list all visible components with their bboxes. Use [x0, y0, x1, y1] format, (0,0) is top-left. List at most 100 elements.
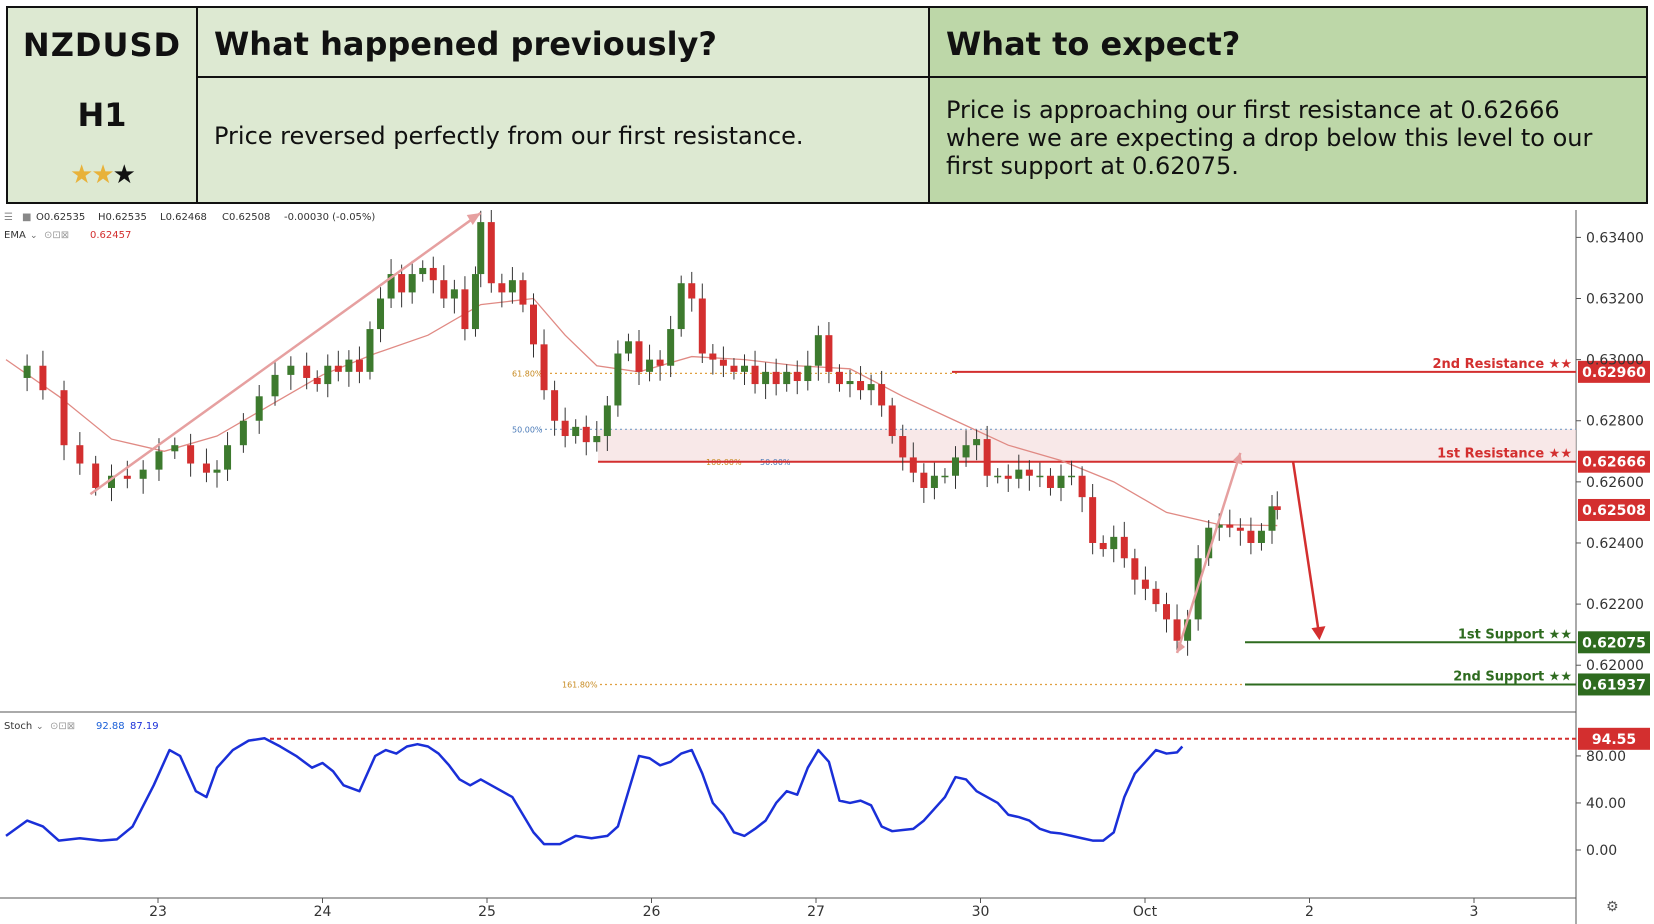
- candle-body: [108, 475, 115, 488]
- candle-body: [123, 475, 131, 479]
- expect-text: Price is approaching our first resistanc…: [946, 96, 1593, 180]
- rating-stars: ★★★: [8, 160, 196, 190]
- candle-body: [751, 365, 759, 385]
- candle-body: [719, 359, 727, 366]
- candle-body: [1099, 542, 1107, 550]
- candle-body: [519, 280, 527, 305]
- candle-body: [498, 283, 506, 293]
- expect-body-cell: Price is approaching our first resistanc…: [930, 78, 1646, 202]
- candle-body: [355, 359, 363, 372]
- price-axis: 0.63400 0.63200 0.63000 0.62800 0.62600 0.624…: [1576, 230, 1644, 674]
- fib-zone: [598, 429, 1576, 462]
- symbol-label: NZDUSD: [22, 26, 182, 64]
- candle-body: [1025, 469, 1033, 476]
- x-tick-label: Oct: [1133, 904, 1158, 920]
- stoch-label[interactable]: Stoch: [4, 721, 32, 732]
- ema-value: 0.62457: [90, 230, 131, 241]
- candle-body: [39, 365, 47, 391]
- candle-body: [440, 280, 448, 299]
- candle-body: [1173, 619, 1181, 641]
- x-tick-label: 23: [149, 904, 167, 920]
- ema-label[interactable]: EMA: [4, 230, 26, 241]
- level-price-badge: [1578, 360, 1650, 383]
- candle-body: [1247, 530, 1255, 543]
- retrace-arrowhead-top: [1232, 452, 1243, 465]
- level-price-label: 0.61937: [1582, 677, 1646, 693]
- candle-body: [741, 365, 748, 372]
- stoch-tick-label: 0.00: [1586, 843, 1617, 859]
- retrace-arrowhead: [1177, 640, 1186, 653]
- candle-body: [187, 445, 195, 464]
- candle-body: [171, 445, 179, 452]
- projection-arrows: [89, 211, 1326, 654]
- expect-title: What to expect?: [946, 25, 1241, 63]
- y-tick-label: 0.63400: [1586, 230, 1644, 246]
- pair-cell: NZDUSD H1 ★★★: [8, 8, 198, 202]
- x-tick-label: 30: [972, 904, 990, 920]
- level-price-label: 0.62666: [1582, 455, 1646, 471]
- candle-body: [487, 222, 495, 284]
- x-tick-label: 26: [643, 904, 661, 920]
- candle-body: [624, 341, 632, 354]
- candle-body: [846, 381, 854, 385]
- y-tick-label: 0.62200: [1586, 597, 1644, 613]
- previous-title: What happened previously?: [214, 25, 717, 63]
- y-tick-label: 0.62400: [1586, 536, 1644, 552]
- price-chart[interactable]: 61.80%50.00%100.00%50.00%161.80% 2nd Res…: [0, 210, 1654, 924]
- x-tick-label: 2: [1305, 904, 1314, 920]
- candle-body: [783, 371, 791, 385]
- candle-body: [730, 365, 738, 372]
- current-price-badge: [1578, 498, 1650, 521]
- candle-body: [408, 274, 416, 293]
- ema-polyline: [5, 297, 1278, 527]
- uptrend-arrow: [89, 211, 482, 496]
- candle-body: [867, 384, 875, 391]
- legend-controls-icon[interactable]: ⊙⊡⊠: [44, 230, 69, 241]
- candle-body: [303, 365, 311, 378]
- candle-body: [1131, 558, 1139, 580]
- candle-body: [930, 475, 938, 488]
- candle-body: [1015, 469, 1023, 479]
- candle-body: [878, 384, 886, 406]
- stoch-level-badge: [1578, 727, 1650, 750]
- candle-body: [377, 298, 385, 330]
- candle-body: [1078, 475, 1086, 498]
- candle-body: [255, 396, 263, 421]
- stochastic-pane: 80.00 40.00 0.00 94.55: [5, 727, 1650, 859]
- legend-chevron-icon[interactable]: ⌄: [30, 231, 38, 241]
- candle-body: [1257, 530, 1265, 543]
- gear-icon[interactable]: ⚙: [1606, 899, 1619, 915]
- previous-text: Price reversed perfectly from our first …: [214, 122, 804, 150]
- candle-body: [1089, 497, 1097, 543]
- candle-body: [941, 475, 949, 478]
- candle-body: [656, 359, 664, 366]
- candle-body: [239, 420, 247, 446]
- candle-body: [1068, 475, 1076, 478]
- candle-body: [561, 420, 569, 437]
- analysis-header: NZDUSD H1 ★★★ What happened previously? …: [6, 6, 1648, 204]
- candle-body: [1004, 475, 1012, 479]
- stoch-chevron-icon[interactable]: ⌄: [36, 722, 44, 732]
- stoch-k-value: 92.88: [96, 721, 125, 732]
- y-tick-label: 0.63000: [1586, 353, 1644, 369]
- previous-body-cell: Price reversed perfectly from our first …: [198, 78, 930, 202]
- menu-icon[interactable]: ☰: [4, 212, 13, 223]
- ohlc-open: O0.62535: [36, 212, 85, 223]
- candle-body: [973, 439, 981, 446]
- stoch-controls-icon[interactable]: ⊙⊡⊠: [50, 721, 75, 732]
- current-price-label: 0.62508: [1582, 503, 1646, 519]
- candle-body: [271, 374, 279, 397]
- candle-body: [677, 283, 685, 330]
- candle-body: [1036, 475, 1044, 478]
- candle-body: [60, 390, 68, 446]
- level-price-badge: [1578, 631, 1650, 654]
- candle-body: [814, 335, 822, 366]
- candle-body: [1215, 524, 1223, 528]
- candle-body: [1163, 604, 1170, 620]
- time-axis: 23 24 25 26 27 30 Oct 2 3: [149, 898, 1478, 920]
- candle-body: [909, 457, 917, 473]
- candle-body: [139, 469, 147, 479]
- candle-body: [23, 365, 31, 378]
- stoch-tick-label: 40.00: [1586, 796, 1626, 812]
- candle-body: [1273, 506, 1281, 510]
